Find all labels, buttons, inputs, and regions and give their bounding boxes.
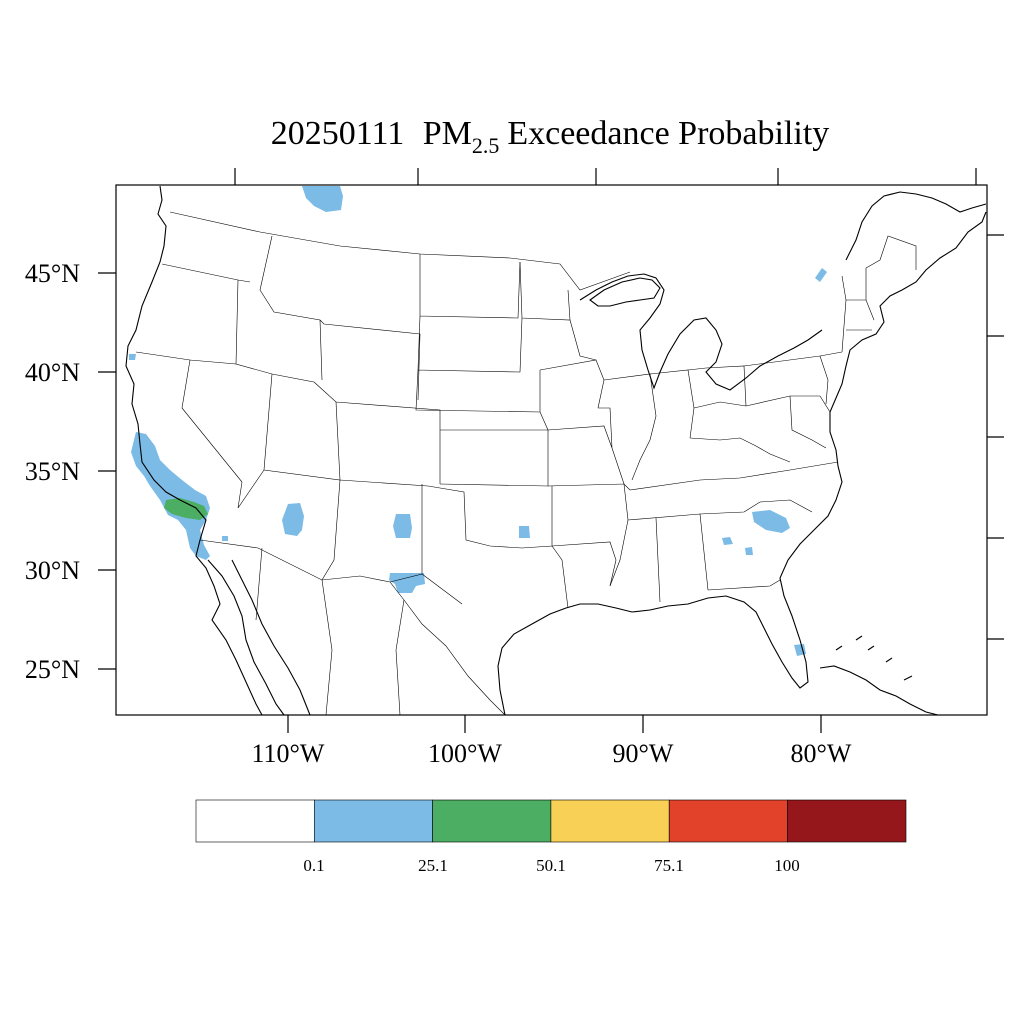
lat-label-40: 40°N bbox=[25, 358, 80, 387]
prob-region-la-basin bbox=[164, 498, 208, 520]
lat-ticks-right bbox=[987, 234, 1004, 640]
lat-label-45: 45°N bbox=[25, 259, 80, 288]
lon-label-100: 100°W bbox=[428, 739, 502, 768]
pacific-coastline bbox=[125, 185, 263, 716]
great-lakes-coast bbox=[579, 273, 823, 391]
probability-fill-layer bbox=[129, 186, 827, 656]
colorbar-label-1: 25.1 bbox=[418, 856, 448, 875]
colorbar-swatch-3 bbox=[550, 799, 670, 843]
colorbar-swatch-2 bbox=[432, 799, 552, 843]
prob-region-west-texas bbox=[389, 573, 425, 593]
cuba-coast bbox=[819, 665, 939, 716]
lat-label-25: 25°N bbox=[25, 655, 80, 684]
map-outlines bbox=[125, 185, 987, 716]
colorbar-swatch-4 bbox=[668, 799, 788, 843]
mexico-state-borders bbox=[255, 547, 405, 716]
prob-region-southern-california bbox=[131, 432, 210, 560]
lon-label-80: 80°W bbox=[791, 739, 852, 768]
prob-region-eastern-oklahoma bbox=[519, 526, 530, 538]
prob-region-baja bbox=[222, 536, 228, 541]
title-rest: Exceedance Probability bbox=[507, 115, 829, 152]
mexico-west-coast bbox=[231, 559, 311, 716]
title-date: 20250111 bbox=[271, 115, 404, 152]
prob-region-south-carolina bbox=[752, 510, 790, 533]
lat-label-30: 30°N bbox=[25, 556, 80, 585]
colorbar-label-4: 100 bbox=[774, 856, 800, 875]
lat-ticks-left bbox=[98, 272, 116, 670]
map-frame bbox=[115, 184, 988, 716]
map-title: 20250111 PM2.5 Exceedance Probability bbox=[271, 115, 830, 158]
state-borders-plains bbox=[415, 254, 569, 609]
colorbar-label-2: 50.1 bbox=[536, 856, 566, 875]
state-borders-northeast bbox=[743, 235, 917, 449]
lat-label-35: 35°N bbox=[25, 457, 80, 486]
prob-region-northern-new-hampshire bbox=[815, 268, 827, 282]
lon-ticks-bottom bbox=[287, 715, 822, 733]
us-mexico-border bbox=[199, 539, 506, 716]
colorbar-label-3: 75.1 bbox=[654, 856, 684, 875]
canada-coast bbox=[845, 191, 987, 261]
lon-labels: 110°W 100°W 90°W 80°W bbox=[252, 739, 852, 768]
lon-label-110: 110°W bbox=[252, 739, 325, 768]
prob-region-central-new-mexico bbox=[393, 514, 412, 538]
colorbar-label-0: 0.1 bbox=[303, 856, 324, 875]
prob-region-southern-georgia-2 bbox=[745, 547, 753, 555]
us-canada-border bbox=[169, 211, 631, 291]
colorbar: 0.1 25.1 50.1 75.1 100 bbox=[195, 799, 907, 875]
colorbar-swatch-0 bbox=[195, 799, 315, 843]
colorbar-swatch-5 bbox=[787, 799, 907, 843]
title-pm-subscript: 2.5 bbox=[472, 133, 500, 158]
prob-region-southern-georgia bbox=[722, 537, 733, 545]
prob-region-northern-idaho bbox=[302, 186, 343, 212]
prob-region-north-california-coast bbox=[129, 354, 136, 360]
state-borders-midwest bbox=[519, 261, 747, 587]
gulf-coast bbox=[497, 211, 987, 716]
state-borders-south bbox=[609, 437, 839, 603]
bahamas-coast bbox=[835, 635, 913, 681]
prob-region-central-arizona bbox=[282, 503, 304, 536]
lon-ticks-top bbox=[234, 168, 977, 185]
lat-labels: 45°N 40°N 35°N 30°N 25°N bbox=[25, 259, 80, 684]
colorbar-swatch-1 bbox=[313, 799, 433, 843]
lon-label-90: 90°W bbox=[613, 739, 674, 768]
title-pm: PM bbox=[423, 115, 472, 152]
gulf-of-california-coast bbox=[207, 559, 285, 716]
lake-superior-coast bbox=[589, 277, 661, 307]
